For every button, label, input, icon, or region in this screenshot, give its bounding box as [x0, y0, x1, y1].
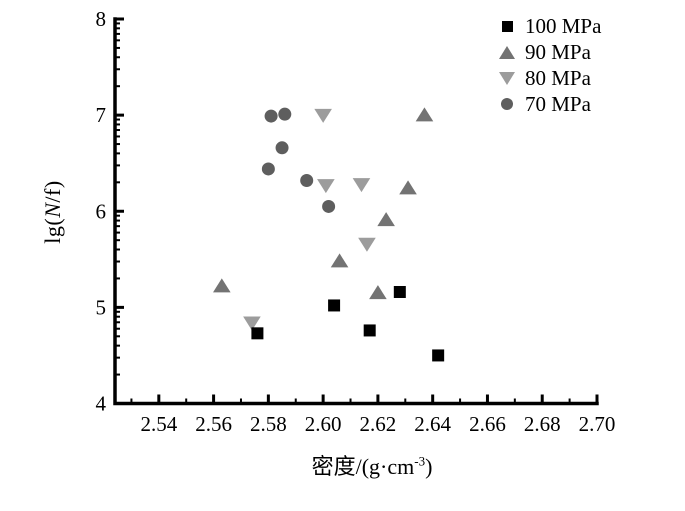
square-marker-icon	[497, 20, 517, 32]
y-axis-title-text: lg(	[40, 217, 65, 244]
data-point-70-mpa	[322, 199, 336, 213]
legend-label-70-mpa: 70 MPa	[525, 91, 591, 116]
data-point-80-mpa	[352, 178, 371, 193]
legend: 100 MPa 90 MPa 80 MPa 70 MPa	[497, 13, 601, 117]
data-point-70-mpa	[278, 107, 292, 121]
x-axis-tick-label: 2.58	[250, 412, 287, 436]
data-point-80-mpa	[243, 316, 261, 331]
data-point-80-mpa	[358, 237, 376, 252]
x-axis-tick-label: 2.60	[305, 412, 342, 436]
data-point-90-mpa	[399, 180, 417, 195]
x-axis-tick-label: 2.54	[140, 412, 177, 436]
y-axis-title: lg(N/f)	[40, 180, 66, 243]
x-axis-tick-label: 2.64	[414, 412, 451, 436]
legend-item-70-mpa: 70 MPa	[497, 91, 601, 117]
data-point-80-mpa	[314, 108, 332, 123]
y-axis-tick-label: 6	[96, 199, 107, 223]
x-axis-title-text: 密度/(g·cm	[311, 454, 415, 479]
x-axis-tick-label: 2.68	[524, 412, 561, 436]
legend-label-100-mpa: 100 MPa	[525, 13, 602, 38]
y-axis-tick-label: 4	[96, 392, 107, 416]
data-point-100-mpa	[432, 349, 445, 362]
y-axis-tick-label: 7	[96, 103, 107, 127]
data-point-100-mpa	[393, 285, 406, 298]
circle-marker-icon	[497, 98, 517, 110]
data-point-100-mpa	[251, 327, 264, 340]
x-axis-tick-label: 2.66	[469, 412, 506, 436]
data-point-100-mpa	[363, 324, 376, 337]
triangle-down-marker-icon	[497, 71, 517, 85]
y-axis-tick-label: 8	[96, 7, 107, 31]
data-point-90-mpa	[330, 253, 349, 268]
data-point-90-mpa	[213, 278, 231, 293]
data-point-80-mpa	[317, 179, 335, 194]
y-axis-title-italic: N	[40, 202, 65, 218]
x-axis-tick-label: 2.62	[360, 412, 397, 436]
x-axis-tick-label: 2.70	[579, 412, 616, 436]
data-point-100-mpa	[328, 299, 341, 312]
x-axis-title-text: )	[425, 454, 433, 479]
y-axis-tick-label: 5	[96, 295, 107, 319]
data-point-90-mpa	[369, 285, 387, 300]
y-axis-title-text: /f)	[40, 180, 65, 203]
data-point-90-mpa	[377, 212, 395, 227]
x-axis-title-superscript: -3	[414, 453, 426, 469]
data-point-90-mpa	[415, 107, 434, 122]
data-point-70-mpa	[264, 109, 278, 123]
legend-item-90-mpa: 90 MPa	[497, 39, 601, 65]
data-point-70-mpa	[275, 141, 289, 155]
legend-label-80-mpa: 80 MPa	[525, 65, 591, 90]
x-axis-tick-label: 2.56	[195, 412, 232, 436]
legend-item-100-mpa: 100 MPa	[497, 13, 601, 39]
legend-label-90-mpa: 90 MPa	[525, 39, 591, 64]
data-point-70-mpa	[300, 173, 314, 187]
triangle-up-marker-icon	[497, 45, 517, 59]
legend-item-80-mpa: 80 MPa	[497, 65, 601, 91]
x-axis-title: 密度/(g·cm-3)	[312, 449, 433, 481]
data-point-70-mpa	[261, 162, 275, 176]
